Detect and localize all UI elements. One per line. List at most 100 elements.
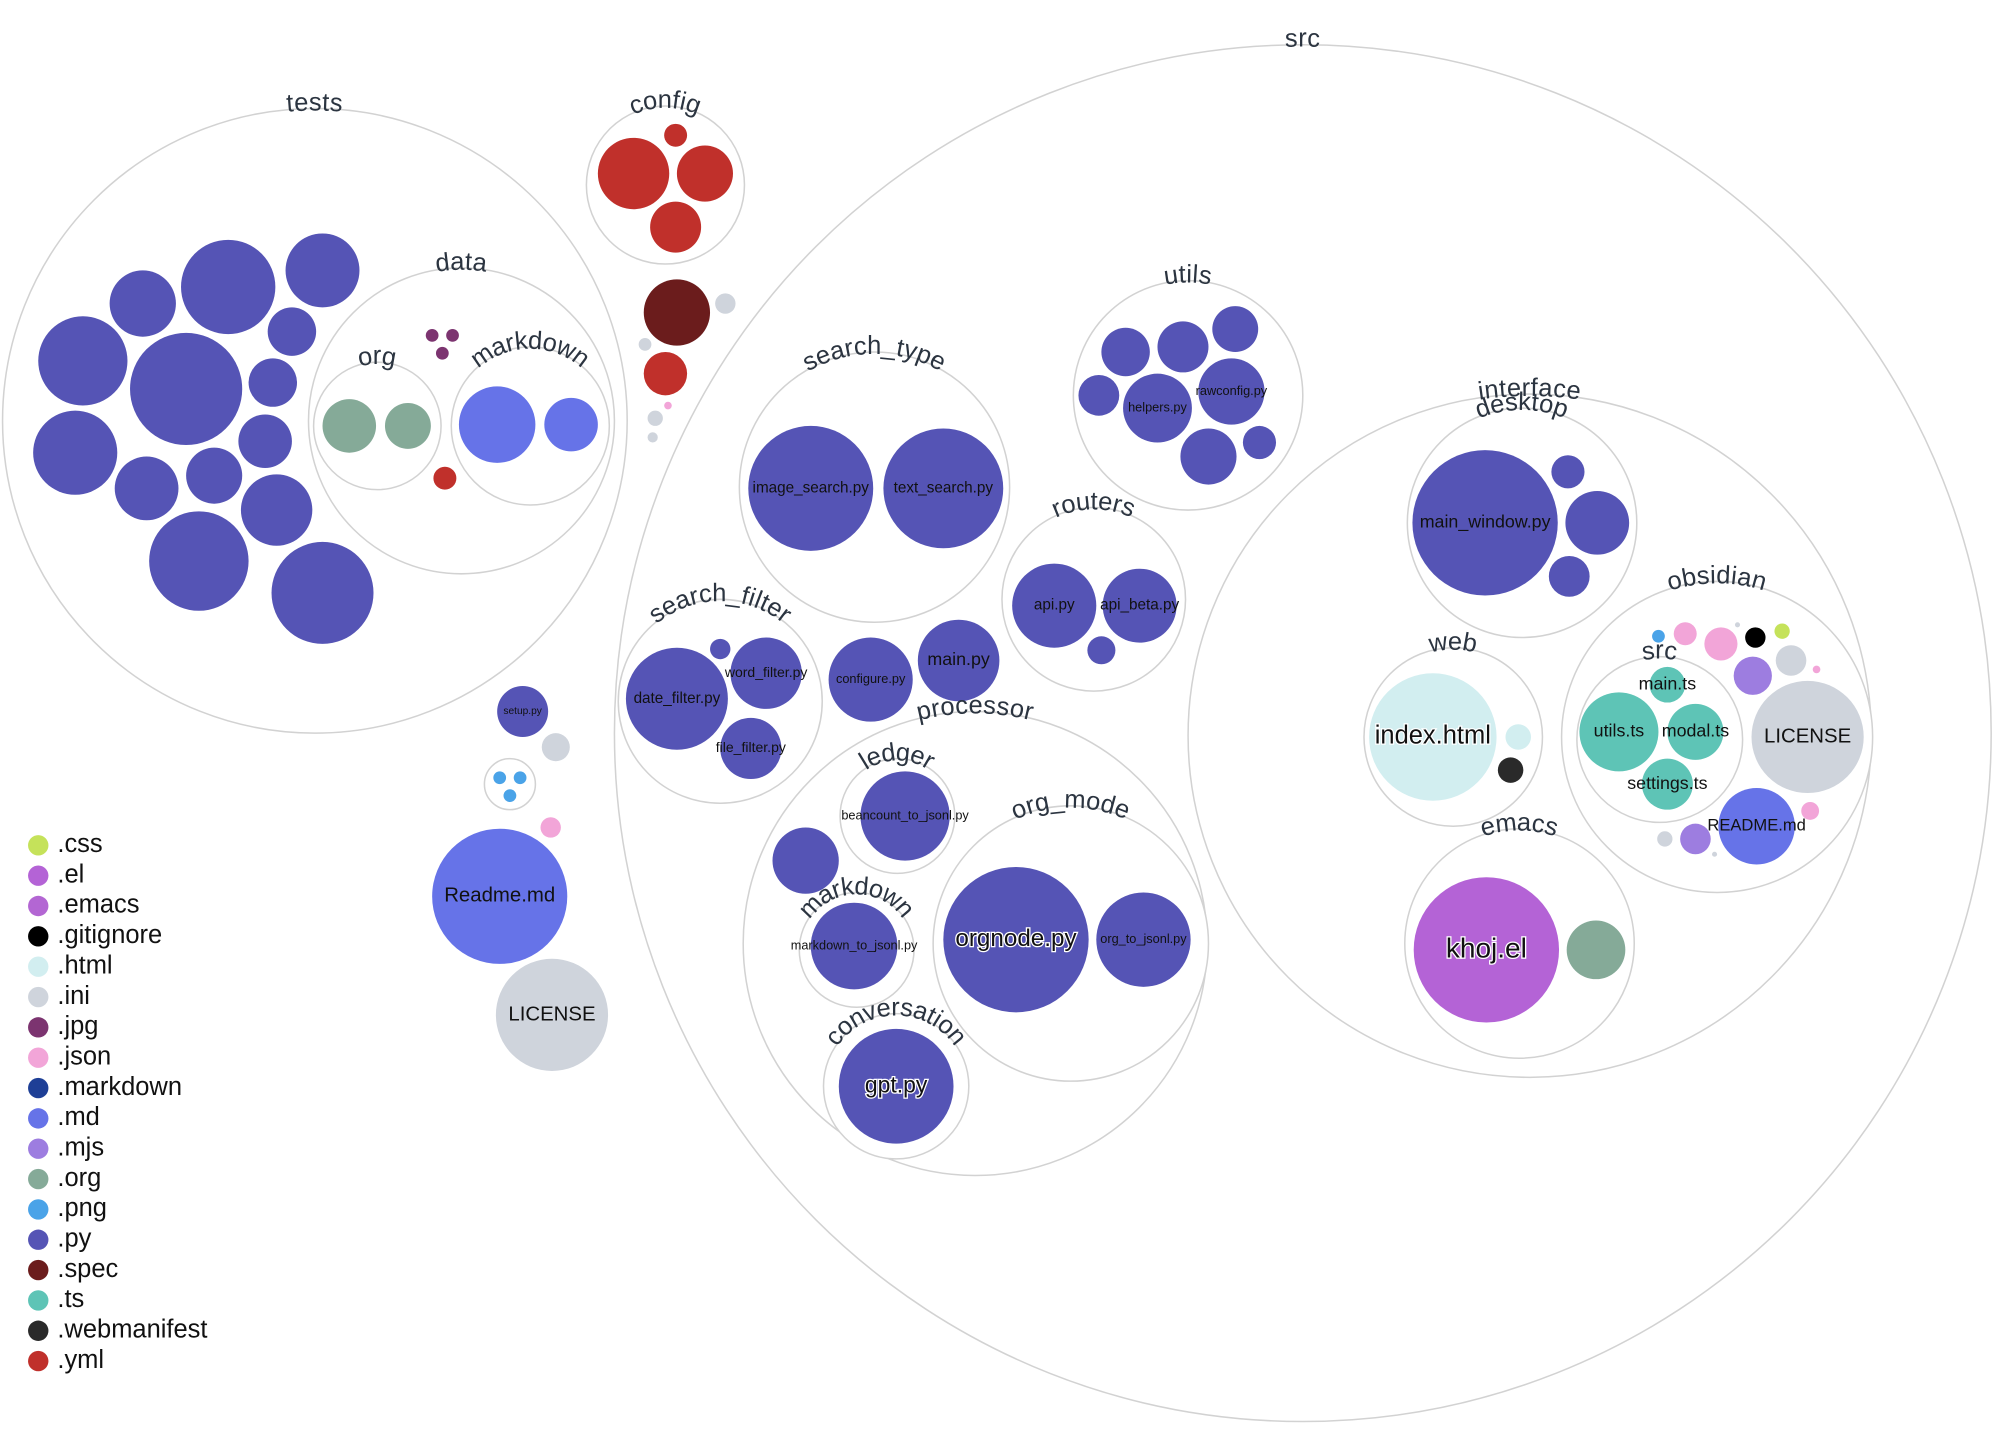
file-circle — [1579, 692, 1659, 772]
legend-label: .jpg — [57, 1012, 98, 1040]
file-circle — [433, 466, 457, 490]
file-circle — [1212, 306, 1259, 352]
file-label: text_search.py — [894, 479, 994, 496]
file-circle — [384, 402, 431, 449]
file-circle — [540, 817, 561, 838]
file-circle — [1198, 358, 1265, 425]
folder — [738, 351, 1011, 624]
legend-swatch — [28, 1199, 49, 1220]
file-circle — [715, 293, 736, 314]
file-circle — [1652, 629, 1665, 643]
legend-label: .json — [57, 1042, 111, 1070]
legend-label: .ini — [57, 982, 90, 1010]
legend-swatch — [28, 1047, 49, 1068]
folder-label: interface — [1476, 374, 1583, 406]
file-label: date_filter.py — [634, 690, 721, 707]
legend-label: .mjs — [57, 1133, 104, 1161]
file-label: configure.py — [836, 671, 906, 686]
folder-label-path: data — [434, 247, 489, 277]
file-circle — [1718, 787, 1795, 865]
file-circle — [597, 137, 670, 210]
file-circle — [730, 637, 802, 709]
file-circle — [458, 386, 536, 463]
file-label: LICENSE — [508, 1003, 595, 1025]
file-circle — [1801, 801, 1820, 820]
file-circle — [1775, 645, 1807, 676]
file-circle — [1101, 327, 1150, 377]
folder-label-path: interface — [1476, 374, 1582, 406]
file-circle — [720, 717, 782, 780]
file-circle — [109, 270, 176, 337]
file-circle — [1812, 665, 1821, 674]
legend-swatch — [28, 1290, 49, 1311]
file-circle — [1505, 724, 1531, 750]
file-circle — [810, 902, 898, 990]
folder-label-path: org — [355, 342, 398, 372]
file-label: setup.py — [503, 706, 542, 717]
file-label: main.ts — [1639, 673, 1697, 693]
legend-label: .org — [57, 1164, 101, 1192]
file-circle — [838, 1028, 954, 1144]
file-label: main.py — [927, 649, 990, 669]
file-circle — [647, 432, 658, 443]
file-circle — [181, 239, 276, 335]
file-circle — [1157, 321, 1209, 373]
legend-swatch — [28, 1350, 49, 1372]
legend-label: .html — [57, 951, 112, 979]
file-circle — [240, 474, 313, 546]
folder — [312, 361, 442, 491]
file-label: gpt.py — [865, 1071, 928, 1097]
legend-label: .css — [57, 830, 102, 858]
legend-swatch — [28, 986, 49, 1008]
file-circle — [1641, 758, 1693, 810]
file-circle — [541, 733, 570, 762]
file-circle — [1734, 622, 1741, 628]
file-circle — [650, 201, 702, 253]
file-circle — [1566, 920, 1626, 980]
file-circle — [1180, 428, 1237, 485]
file-circle — [1012, 563, 1097, 648]
legend-swatch — [28, 1138, 49, 1159]
file-circle — [503, 789, 517, 802]
file-label: index.html — [1375, 722, 1491, 750]
legend-swatch — [28, 1229, 49, 1250]
file-label: utils.ts — [1594, 721, 1645, 741]
file-circle — [493, 771, 507, 785]
file-circle — [1096, 892, 1191, 987]
file-label: main_window.py — [1420, 512, 1551, 533]
legend-swatch — [28, 1320, 49, 1341]
file-circle — [828, 637, 913, 722]
file-label: api_beta.py — [1100, 597, 1179, 614]
file-circle — [1548, 555, 1590, 597]
file-circle — [1751, 680, 1864, 794]
folder-label: web — [1426, 627, 1480, 658]
file-label: image_search.py — [753, 479, 870, 496]
file-circle — [1745, 627, 1766, 648]
legend-swatch — [28, 1077, 49, 1099]
legend-swatch — [28, 835, 49, 856]
file-circle — [1087, 636, 1116, 665]
file-label: README.md — [1707, 816, 1805, 835]
legend-swatch — [28, 956, 49, 977]
file-label: word_filter.py — [724, 664, 808, 680]
folder-label-path: src — [1285, 24, 1321, 52]
legend-label: .webmanifest — [57, 1315, 207, 1343]
file-circle — [497, 685, 549, 737]
file-circle — [1649, 666, 1686, 703]
file-label: Readme.md — [444, 885, 555, 907]
file-circle — [425, 329, 439, 342]
file-circle — [432, 828, 568, 964]
file-label: rawconfig.py — [1196, 383, 1268, 398]
file-circle — [1412, 450, 1558, 596]
file-circle — [676, 145, 733, 202]
legend-swatch — [28, 1168, 49, 1190]
folder-label: org — [355, 342, 399, 372]
file-circle — [149, 511, 249, 611]
file-label: LICENSE — [1764, 725, 1851, 747]
file-circle — [1102, 568, 1177, 643]
folder-label-path: tests — [285, 88, 343, 117]
file-circle — [1413, 877, 1560, 1023]
file-circle — [513, 771, 527, 785]
